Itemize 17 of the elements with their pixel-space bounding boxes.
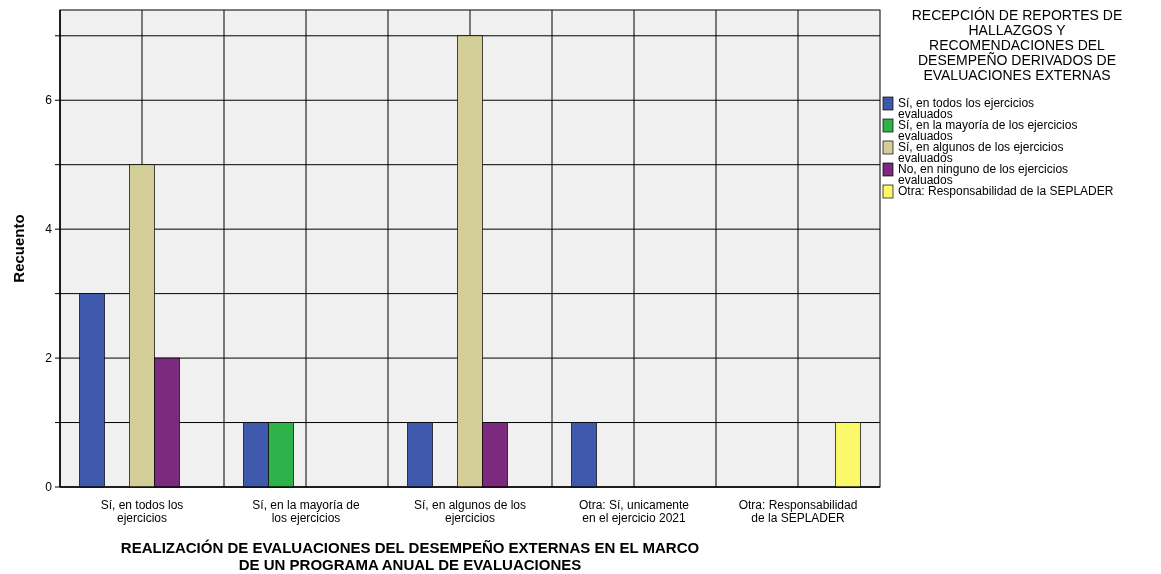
x-tick-label: Otra: Sí, unicamente en el ejercicio 2021: [578, 498, 690, 525]
legend-label: Sí, en todos los ejercicios evaluados: [898, 96, 1035, 121]
x-tick-label: Sí, en algunos de los ejercicios: [413, 498, 527, 525]
y-axis-title: Recuento: [10, 214, 27, 283]
y-tick-label: 4: [45, 222, 53, 237]
legend-label: Otra: Responsabilidad de la SEPLADER: [898, 184, 1114, 198]
x-axis-title: REALIZACIÓN DE EVALUACIONES DEL DESEMPEÑO EXTERNAS EN EL MARCO DE UN PROGRAMA ANUAL DE EVALUACIONES: [120, 539, 700, 573]
legend-label: Sí, en la mayoría de los ejercicios evaluados: [898, 118, 1078, 143]
legend-title: RECEPCIÓN DE REPORTES DE HALLAZGOS Y RECOMENDACIONES DEL DESEMPEÑO DERIVADOS DE EVALUACIONES EXTERNAS: [911, 7, 1123, 83]
legend-label: Sí, en algunos de los ejercicios evaluados: [898, 140, 1064, 165]
legend-label: No, en ninguno de los ejercicios evaluados: [898, 162, 1069, 187]
x-tick-label: Otra: Responsabilidad de la SEPLADER: [738, 498, 858, 525]
x-tick-label: Sí, en todos los ejercicios: [100, 498, 184, 525]
y-tick-label: 6: [45, 93, 53, 108]
y-tick-label: 2: [45, 351, 53, 366]
y-tick-label: 0: [45, 480, 53, 495]
x-tick-label: Sí, en la mayoría de los ejercicios: [252, 498, 361, 525]
